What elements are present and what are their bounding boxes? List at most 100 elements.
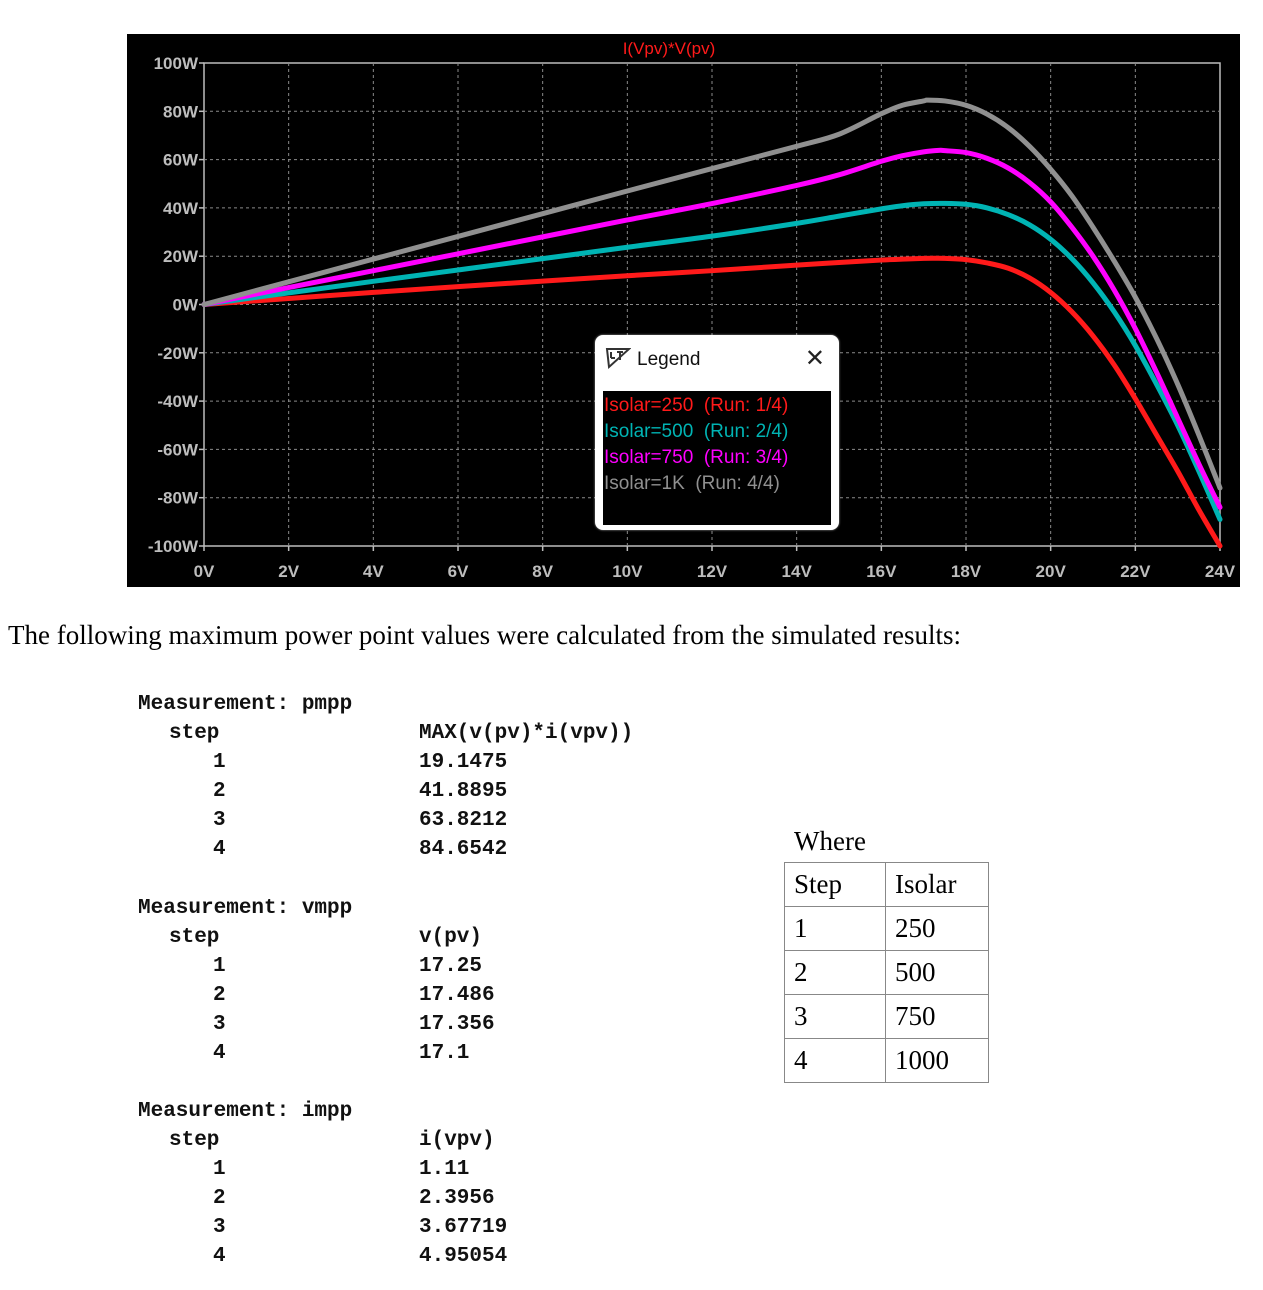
measurement-title: Measurement: vmpp xyxy=(138,897,353,920)
y-tick-label: -40W xyxy=(157,392,199,411)
table-cell-isolar: 500 xyxy=(885,950,989,995)
legend-header[interactable]: Legend ✕ xyxy=(595,335,839,389)
tick-labels: 0V 2V 4V 6V 8V 10V 12V 14V 16V 18V 20V 22V 24V 100W 80… xyxy=(148,54,1236,581)
legend-series-name: Isolar=500 xyxy=(604,421,694,442)
x-tick-label: 0V xyxy=(194,562,215,581)
legend-run-label: (Run: 4/4) xyxy=(684,473,780,494)
legend-run-label: (Run: 1/4) xyxy=(693,395,789,416)
measurement-value: 17.486 xyxy=(419,984,495,1007)
x-tick-label: 18V xyxy=(951,562,982,581)
table-cell-step: 2 xyxy=(784,950,886,995)
y-tick-label: 40W xyxy=(163,199,199,218)
measurement-expression: i(vpv) xyxy=(419,1129,495,1152)
step-number: 2 xyxy=(213,780,226,803)
step-number: 4 xyxy=(213,1245,226,1268)
table-cell-step: 3 xyxy=(784,994,886,1039)
chart-title: I(Vpv)*V(pv) xyxy=(623,39,716,58)
y-tick-label: -20W xyxy=(157,344,199,363)
y-tick-label: 20W xyxy=(163,247,199,266)
legend-title: Legend xyxy=(637,349,701,370)
step-number: 3 xyxy=(213,1013,226,1036)
table-cell-isolar: 750 xyxy=(885,994,989,1039)
x-tick-label: 22V xyxy=(1120,562,1151,581)
table-row: 3 750 xyxy=(784,994,989,1039)
header-isolar: Isolar xyxy=(885,862,989,907)
plot-panel: 0V 2V 4V 6V 8V 10V 12V 14V 16V 18V 20V 22V 24V 100W 80… xyxy=(127,34,1240,587)
legend-run-label: (Run: 2/4) xyxy=(693,421,789,442)
y-tick-label: 0W xyxy=(173,296,199,315)
x-tick-label: 20V xyxy=(1036,562,1067,581)
close-icon[interactable]: ✕ xyxy=(804,344,825,372)
x-tick-label: 4V xyxy=(363,562,384,581)
table-row: 4 1000 xyxy=(784,1038,989,1083)
y-tick-label: 60W xyxy=(163,151,199,170)
step-header: step xyxy=(169,926,220,949)
table-cell-step: 1 xyxy=(784,906,886,951)
legend-window[interactable]: Legend ✕ Isolar=250 (Run: 1/4) Isolar=500… xyxy=(595,335,839,530)
measurement-value: 19.1475 xyxy=(419,751,508,774)
table-row: 2 500 xyxy=(784,950,989,995)
step-number: 3 xyxy=(213,1216,226,1239)
measurement-value: 17.356 xyxy=(419,1013,495,1036)
step-number: 1 xyxy=(213,955,226,978)
y-tick-label: -100W xyxy=(148,537,199,556)
y-tick-label: 80W xyxy=(163,102,199,121)
series-line-2 xyxy=(201,200,1223,522)
measurement-expression: MAX(v(pv)*i(vpv)) xyxy=(419,722,634,745)
measurement-value: 41.8895 xyxy=(419,780,508,803)
y-tick-label: 100W xyxy=(154,54,199,73)
legend-entry[interactable]: Isolar=1K (Run: 4/4) xyxy=(604,473,780,495)
series-line-4 xyxy=(201,97,1223,491)
table-cell-isolar: 1000 xyxy=(885,1038,989,1083)
legend-run-label: (Run: 3/4) xyxy=(693,447,789,468)
x-tick-label: 6V xyxy=(448,562,469,581)
step-number: 4 xyxy=(213,838,226,861)
step-number: 2 xyxy=(213,984,226,1007)
legend-series-name: Isolar=250 xyxy=(604,395,694,416)
measurement-value: 17.25 xyxy=(419,955,483,978)
table-cell-isolar: 250 xyxy=(885,906,989,951)
measurement-value: 2.3956 xyxy=(419,1187,495,1210)
y-tick-label: -60W xyxy=(157,440,199,459)
legend-entry[interactable]: Isolar=500 (Run: 2/4) xyxy=(604,421,788,443)
step-header: step xyxy=(169,1129,220,1152)
ltspice-logo-icon xyxy=(605,348,631,370)
legend-entry[interactable]: Isolar=750 (Run: 3/4) xyxy=(604,447,788,469)
legend-entry[interactable]: Isolar=250 (Run: 1/4) xyxy=(604,395,788,417)
x-tick-label: 24V xyxy=(1205,562,1236,581)
y-tick-label: -80W xyxy=(157,489,199,508)
measurement-value: 1.11 xyxy=(419,1158,470,1181)
step-number: 1 xyxy=(213,1158,226,1181)
x-tick-label: 16V xyxy=(866,562,897,581)
step-number: 2 xyxy=(213,1187,226,1210)
legend-series-name: Isolar=750 xyxy=(604,447,694,468)
legend-series-name: Isolar=1K xyxy=(604,473,685,494)
series-line-3 xyxy=(201,147,1223,510)
step-number: 4 xyxy=(213,1042,226,1065)
series-line-1 xyxy=(201,255,1223,549)
measurement-value: 17.1 xyxy=(419,1042,470,1065)
table-header-row: Step Isolar xyxy=(784,862,989,907)
header-step: Step xyxy=(784,862,886,907)
where-label: Where xyxy=(794,826,866,856)
measurement-value: 84.6542 xyxy=(419,838,508,861)
measurement-title: Measurement: pmpp xyxy=(138,693,353,716)
legend-entries: Isolar=250 (Run: 1/4) Isolar=500 (Run: 2/… xyxy=(603,391,831,525)
step-number: 3 xyxy=(213,809,226,832)
caption-text: The following maximum power point values… xyxy=(8,620,961,650)
x-tick-label: 2V xyxy=(278,562,299,581)
measurement-expression: v(pv) xyxy=(419,926,483,949)
measurement-title: Measurement: impp xyxy=(138,1100,353,1123)
table-row: 1 250 xyxy=(784,906,989,951)
table-cell-step: 4 xyxy=(784,1038,886,1083)
measurement-value: 3.67719 xyxy=(419,1216,508,1239)
series-layer xyxy=(201,97,1223,549)
step-number: 1 xyxy=(213,751,226,774)
step-isolar-table: Step Isolar 1 250 2 500 3 750 4 1000 xyxy=(784,862,989,1083)
x-tick-label: 14V xyxy=(782,562,813,581)
measurement-value: 63.8212 xyxy=(419,809,508,832)
step-header: step xyxy=(169,722,220,745)
measurement-value: 4.95054 xyxy=(419,1245,508,1268)
x-tick-label: 8V xyxy=(532,562,553,581)
x-tick-label: 10V xyxy=(612,562,643,581)
